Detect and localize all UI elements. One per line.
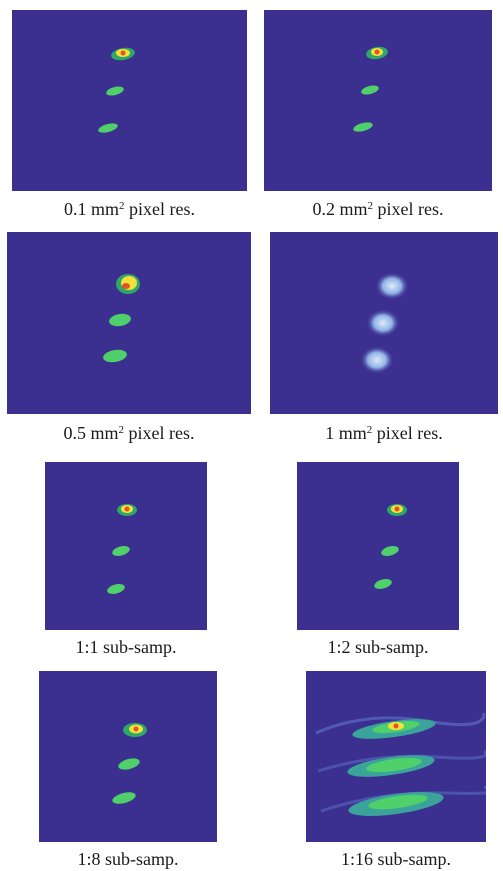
image-panel-1-16-subsamp [306,671,486,842]
scan-image [264,10,492,191]
caption-text: 1:16 sub-samp. [341,849,451,869]
caption-text: 0.2 mm [312,199,368,219]
caption-superscript: 2 [118,424,125,436]
caption-text: pixel res. [373,199,444,219]
caption-0.5mm: 0.5 mm2 pixel res. [7,423,251,443]
caption-0.2mm: 0.2 mm2 pixel res. [264,199,492,219]
caption-text: pixel res. [124,423,195,443]
image-panel-0.5mm [7,232,251,414]
caption-superscript: 2 [367,200,374,212]
scan-image [45,462,207,630]
caption-text: 0.1 mm [64,199,120,219]
caption-text: 1:8 sub-samp. [77,849,179,869]
scan-image [306,671,486,842]
caption-1-16: 1:16 sub-samp. [306,849,486,869]
caption-1-2: 1:2 sub-samp. [297,637,459,657]
caption-text: 1:2 sub-samp. [327,637,429,657]
caption-text: 1:1 sub-samp. [75,637,177,657]
caption-0.1mm: 0.1 mm2 pixel res. [12,199,247,219]
scan-image [7,232,251,414]
image-panel-1-2-subsamp [297,462,459,630]
scan-image [12,10,247,191]
caption-1mm: 1 mm2 pixel res. [270,423,498,443]
image-panel-0.2mm [264,10,492,191]
caption-text: 1 mm [325,423,367,443]
caption-text: 0.5 mm [63,423,119,443]
image-panel-0.1mm [12,10,247,191]
image-panel-1-1-subsamp [45,462,207,630]
scan-image [39,671,217,842]
caption-superscript: 2 [119,200,125,212]
scan-image [297,462,459,630]
caption-1-8: 1:8 sub-samp. [39,849,217,869]
scan-image [270,232,498,414]
image-panel-1-8-subsamp [39,671,217,842]
image-panel-1mm [270,232,498,414]
caption-text: pixel res. [124,199,195,219]
caption-text: pixel res. [372,423,443,443]
caption-superscript: 2 [366,424,373,436]
caption-1-1: 1:1 sub-samp. [45,637,207,657]
